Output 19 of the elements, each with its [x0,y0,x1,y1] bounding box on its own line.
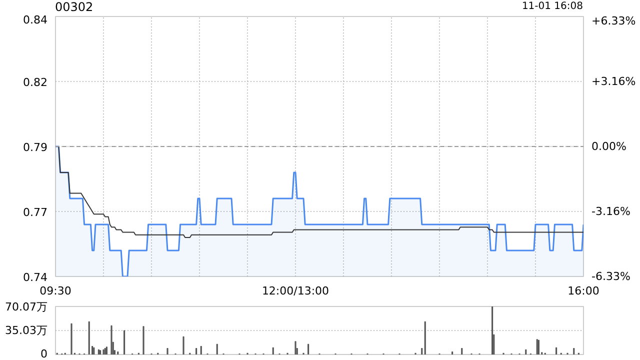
chart-title: 00302 [55,0,94,14]
line-series [56,146,584,238]
x-tick-label: 12:00/13:00 [262,284,330,298]
y2-tick-label: -6.33% [592,270,630,283]
y2-tick-label: +3.16% [592,75,636,88]
x-tick-label: 09:30 [40,284,72,298]
x-tick-label: 16:00 [568,284,600,298]
y-tick-label: 0.82 [23,76,48,89]
y-tick-label: 0.77 [23,206,48,219]
y-tick-label: 0.79 [23,141,48,154]
y2-tick-label: +6.33% [592,14,636,28]
y-tick-label: 70.07万 [5,300,48,314]
y-tick-label: 0.84 [23,14,48,26]
y-tick-label: 0 [40,348,48,360]
y-tick-label: 35.03万 [5,324,48,338]
text: 11-01 16:08 [522,0,583,14]
y2-tick-label: -3.16% [592,204,630,218]
y2-tick-label: 0.00% [592,140,626,153]
y-tick-label: 0.74 [23,271,48,284]
